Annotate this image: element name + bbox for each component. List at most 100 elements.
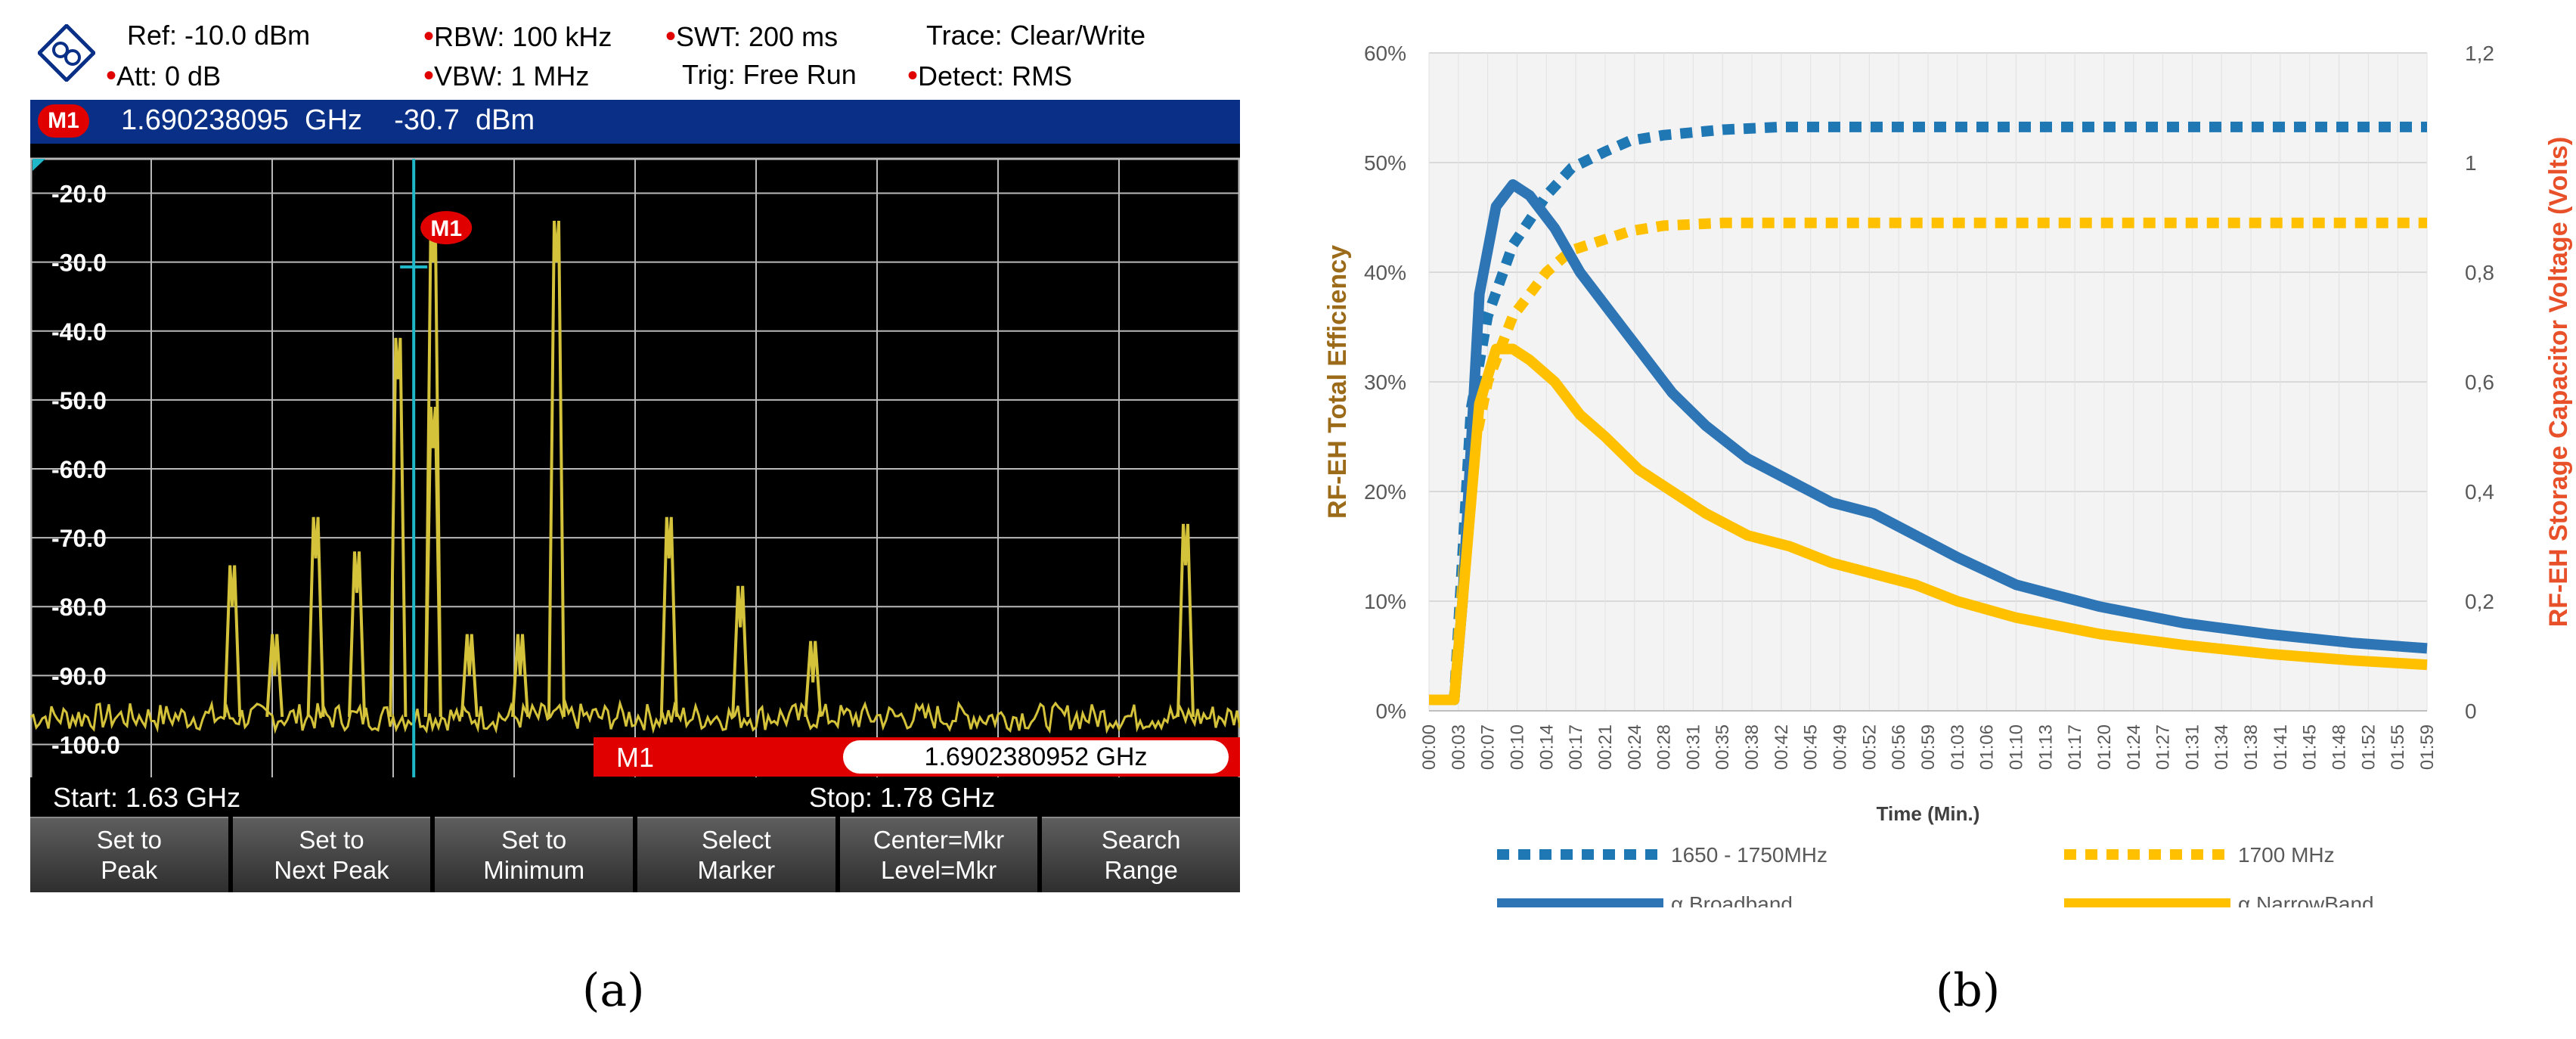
y-right-tick-label: 0 — [2465, 699, 2477, 723]
y-right-tick-label: 0,4 — [2465, 480, 2494, 504]
softkey-line2: Peak — [101, 856, 158, 884]
legend-label: α NarrowBand — [2238, 892, 2374, 907]
plot-frame — [30, 157, 1240, 779]
x-tick-label: 01:20 — [2094, 724, 2115, 770]
marker-flag — [420, 211, 473, 245]
spectrum-peak — [731, 585, 750, 718]
ref-level: Ref: -10.0 dBm — [127, 20, 311, 51]
frequency-span-bar: Start: 1.63 GHz Stop: 1.78 GHz — [30, 777, 1240, 817]
select-marker-button[interactable]: Select Marker — [637, 817, 835, 892]
y-right-tick-label: 0,6 — [2465, 371, 2494, 394]
softkey-line2: Marker — [697, 856, 776, 884]
x-tick-label: 00:28 — [1654, 724, 1675, 770]
softkey-line1: Set to — [299, 826, 364, 854]
x-tick-label: 01:34 — [2212, 724, 2232, 770]
x-tick-label: 01:06 — [1977, 724, 1998, 770]
start-frequency: Start: 1.63 GHz — [53, 782, 241, 813]
set-to-peak-button[interactable]: Set to Peak — [30, 817, 228, 892]
x-tick-label: 00:17 — [1566, 724, 1586, 770]
y-tick-label: -50.0 — [51, 387, 107, 414]
attenuation: Att: 0 dB — [116, 60, 222, 91]
softkey-line2: Level=Mkr — [880, 856, 997, 884]
marker-frequency: 1.690238095 GHz — [121, 104, 363, 136]
spectrum-peak — [804, 640, 823, 718]
x-tick-label: 00:31 — [1683, 724, 1703, 770]
x-tick-label: 00:24 — [1625, 724, 1645, 770]
detector: Detect: RMS — [918, 60, 1073, 91]
search-range-button[interactable]: Search Range — [1042, 817, 1241, 892]
x-tick-label: 01:17 — [2065, 724, 2085, 770]
y-tick-label: -80.0 — [51, 594, 107, 621]
stop-frequency: Stop: 1.78 GHz — [809, 782, 996, 813]
softkey-bar: Set to Peak Set to Next Peak Set to Minimum… — [30, 817, 1241, 892]
vbw: VBW: 1 MHz — [434, 60, 590, 91]
x-tick-label: 00:14 — [1536, 724, 1557, 770]
spectrum-peak — [547, 220, 566, 718]
vbw-row: •VBW: 1 MHz — [423, 59, 590, 92]
y-right-axis-title: RF-EH Storage Capacitor Voltage (Volts) — [2544, 137, 2573, 628]
spectrum-peak — [1176, 523, 1195, 718]
x-tick-label: 01:48 — [2330, 724, 2350, 770]
y-left-tick-label: 30% — [1364, 371, 1406, 394]
y-left-tick-label: 60% — [1364, 42, 1406, 65]
trace-mode: Trace: Clear/Write — [926, 20, 1146, 51]
spectrum-peak — [460, 634, 479, 718]
x-tick-label: 00:59 — [1918, 724, 1939, 770]
set-to-minimum-button[interactable]: Set to Minimum — [435, 817, 634, 892]
spectrum-peak — [423, 406, 442, 718]
x-tick-label: 00:00 — [1419, 724, 1440, 770]
x-tick-label: 01:52 — [2358, 724, 2379, 770]
noise-floor-trace — [30, 699, 1240, 734]
caption-a: (a) — [582, 964, 645, 1017]
analyzer-settings-header: Ref: -10.0 dBm •Att: 0 dB •RBW: 100 kHz … — [30, 15, 1240, 100]
softkey-line2: Range — [1104, 856, 1178, 884]
rbw-row: •RBW: 100 kHz — [423, 20, 612, 53]
y-right-tick-label: 1 — [2465, 151, 2477, 175]
set-to-next-peak-button[interactable]: Set to Next Peak — [232, 817, 431, 892]
marker-frequency-input[interactable]: 1.6902380952 GHz — [843, 740, 1229, 774]
series-line — [1429, 121, 2427, 706]
spectrum-peak — [223, 565, 242, 718]
spectrum-peak — [265, 634, 284, 718]
x-tick-label: 01:10 — [2006, 724, 2026, 770]
spectrum-analyzer-screen: Ref: -10.0 dBm •Att: 0 dB •RBW: 100 kHz … — [30, 15, 1241, 892]
spectrum-plot[interactable]: -20.0 -30.0 -40.0 -50.0 -60.0 -70.0 -80.0 -90.0… — [30, 144, 1240, 809]
center-level-marker-button[interactable]: Center=Mkr Level=Mkr — [839, 817, 1038, 892]
marker-badge[interactable]: M1 — [38, 104, 89, 138]
trigger: Trig: Free Run — [682, 59, 857, 90]
x-tick-label: 00:49 — [1830, 724, 1851, 770]
sweep-time: SWT: 200 ms — [676, 21, 839, 52]
spectrum-peak — [511, 634, 529, 718]
y-tick-label: -60.0 — [51, 456, 107, 483]
search-marker-label: M1 — [616, 742, 655, 773]
softkey-line1: Select — [701, 826, 771, 854]
y-tick-label: -20.0 — [51, 181, 107, 208]
series-line — [1429, 343, 2428, 706]
marker-flag-label: M1 — [430, 216, 462, 241]
x-tick-label: 01:03 — [1948, 724, 1968, 770]
series-line — [1429, 179, 2428, 706]
rohde-schwarz-logo-icon — [38, 24, 95, 82]
marker-search-bar[interactable]: M1 1.6902380952 GHz — [594, 737, 1240, 777]
softkey-line1: Center=Mkr — [873, 826, 1005, 854]
swt-row: •SWT: 200 ms — [665, 20, 839, 53]
x-tick-label: 00:10 — [1507, 724, 1527, 770]
spectrum-peak — [348, 551, 366, 718]
rbw: RBW: 100 kHz — [434, 21, 612, 52]
x-tick-label: 00:21 — [1595, 724, 1616, 770]
legend-label: α Broadband — [1671, 892, 1793, 907]
softkey-line1: Set to — [501, 826, 567, 854]
y-left-tick-label: 40% — [1364, 261, 1406, 284]
detect-row: •Detect: RMS — [907, 59, 1073, 92]
softkey-line1: Set to — [96, 826, 162, 854]
x-tick-label: 01:31 — [2182, 724, 2202, 770]
x-tick-label: 00:03 — [1449, 724, 1469, 770]
attenuation-row: •Att: 0 dB — [106, 59, 222, 92]
x-tick-label: 00:35 — [1713, 724, 1733, 770]
ref-indicator-icon — [33, 159, 45, 171]
x-tick-label: 01:59 — [2417, 724, 2438, 770]
x-tick-label: 00:38 — [1742, 724, 1762, 770]
legend-label: 1700 MHz — [2238, 843, 2335, 867]
x-tick-label: 00:56 — [1889, 724, 1909, 770]
spectrum-peak — [659, 516, 678, 718]
